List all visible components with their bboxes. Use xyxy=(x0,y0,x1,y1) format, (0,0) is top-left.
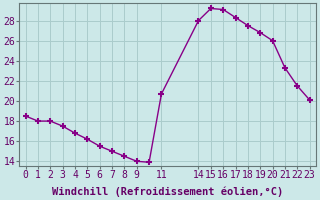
X-axis label: Windchill (Refroidissement éolien,°C): Windchill (Refroidissement éolien,°C) xyxy=(52,186,283,197)
